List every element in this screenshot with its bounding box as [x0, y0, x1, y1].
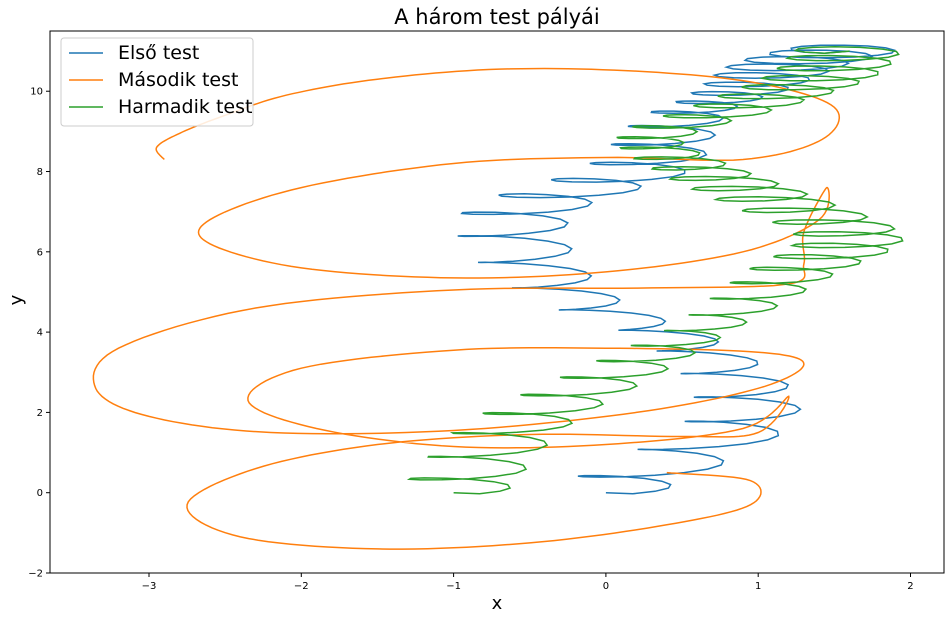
- series-line-1: [457, 44, 896, 495]
- x-axis: −3 −2 −1 0 1 2: [142, 573, 914, 592]
- legend-label: Első test: [118, 42, 199, 64]
- plot-frame: [49, 30, 945, 574]
- x-tick-label: −3: [142, 581, 157, 592]
- legend-label: Harmadik test: [118, 96, 252, 118]
- y-tick-label: −2: [28, 569, 43, 580]
- y-tick-label: 10: [30, 87, 43, 98]
- chart-title: A három test pályái: [394, 5, 600, 29]
- x-axis-label: x: [492, 593, 503, 614]
- y-tick-label: 0: [37, 488, 43, 499]
- legend: Első test Második test Harmadik test: [60, 37, 254, 127]
- plot-area: [92, 44, 904, 550]
- series-line-3: [406, 46, 904, 495]
- legend-box: [60, 37, 254, 127]
- y-tick-label: 6: [37, 247, 43, 258]
- y-tick-label: 2: [37, 408, 43, 419]
- y-tick-label: 4: [37, 328, 43, 339]
- series-line-2: [92, 67, 841, 550]
- x-tick-label: 2: [907, 581, 913, 592]
- legend-label: Második test: [118, 69, 238, 91]
- y-tick-label: 8: [37, 167, 43, 178]
- x-tick-label: −2: [294, 581, 309, 592]
- y-axis-label: y: [6, 294, 27, 305]
- x-tick-label: −1: [446, 581, 461, 592]
- x-tick-label: 1: [755, 581, 761, 592]
- y-axis: −2 0 2 4 6 8 10: [28, 87, 50, 580]
- x-tick-label: 0: [603, 581, 609, 592]
